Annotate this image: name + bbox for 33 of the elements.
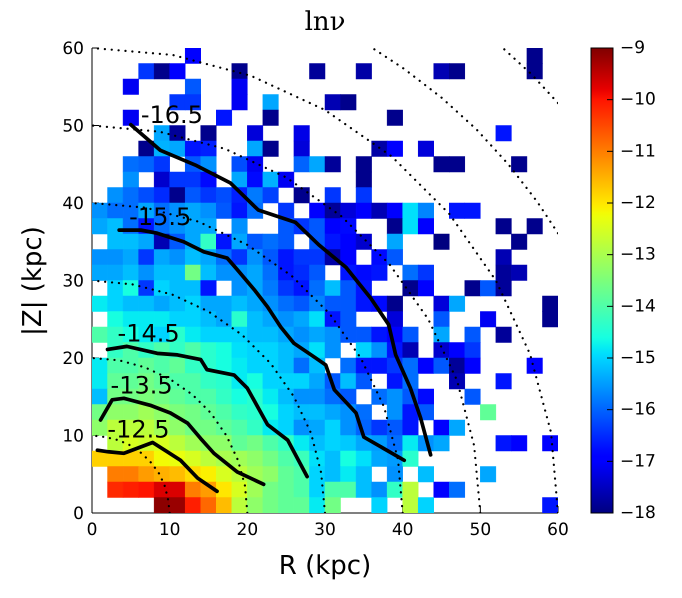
series-label: -16.5 bbox=[140, 101, 203, 130]
line-series bbox=[371, 48, 558, 234]
x-axis-title: R (kpc) bbox=[278, 550, 372, 582]
series-label: -15.5 bbox=[129, 203, 192, 232]
x-tick-label: 40 bbox=[392, 520, 414, 540]
color-bar-label: −15 bbox=[620, 348, 656, 368]
x-tick-label: 20 bbox=[236, 520, 258, 540]
color-bar-label: −12 bbox=[620, 193, 656, 213]
series-label: -13.5 bbox=[110, 371, 173, 400]
y-tick-label: 10 bbox=[62, 426, 84, 447]
color-bar-label: −9 bbox=[620, 38, 646, 58]
color-bar-label: −13 bbox=[620, 244, 656, 265]
series-label: -12.5 bbox=[107, 415, 170, 444]
y-tick-label: 20 bbox=[62, 349, 84, 370]
y-axis-title: |Z| (kpc) bbox=[17, 224, 49, 338]
y-tick-label: 0 bbox=[73, 504, 84, 524]
color-bar-label: −14 bbox=[620, 296, 656, 316]
color-bar-label: −18 bbox=[620, 503, 656, 523]
y-tick-label: 60 bbox=[62, 39, 84, 60]
x-tick-label: 50 bbox=[470, 520, 492, 540]
y-tick-label: 40 bbox=[62, 194, 84, 214]
chart-title: lnν bbox=[304, 6, 346, 38]
x-tick-label: 60 bbox=[547, 520, 569, 540]
color-bar-label: −17 bbox=[620, 451, 656, 472]
x-tick-label: 0 bbox=[86, 520, 98, 540]
y-tick-label: 30 bbox=[62, 272, 84, 292]
color-bar-label: −11 bbox=[620, 141, 656, 162]
color-bar-label: −16 bbox=[620, 400, 656, 420]
color-bar-label: −10 bbox=[620, 90, 656, 110]
series-label: -14.5 bbox=[118, 319, 180, 348]
y-tick-label: 50 bbox=[62, 116, 84, 137]
x-tick-label: 10 bbox=[158, 520, 180, 540]
x-tick-label: 30 bbox=[314, 520, 336, 540]
